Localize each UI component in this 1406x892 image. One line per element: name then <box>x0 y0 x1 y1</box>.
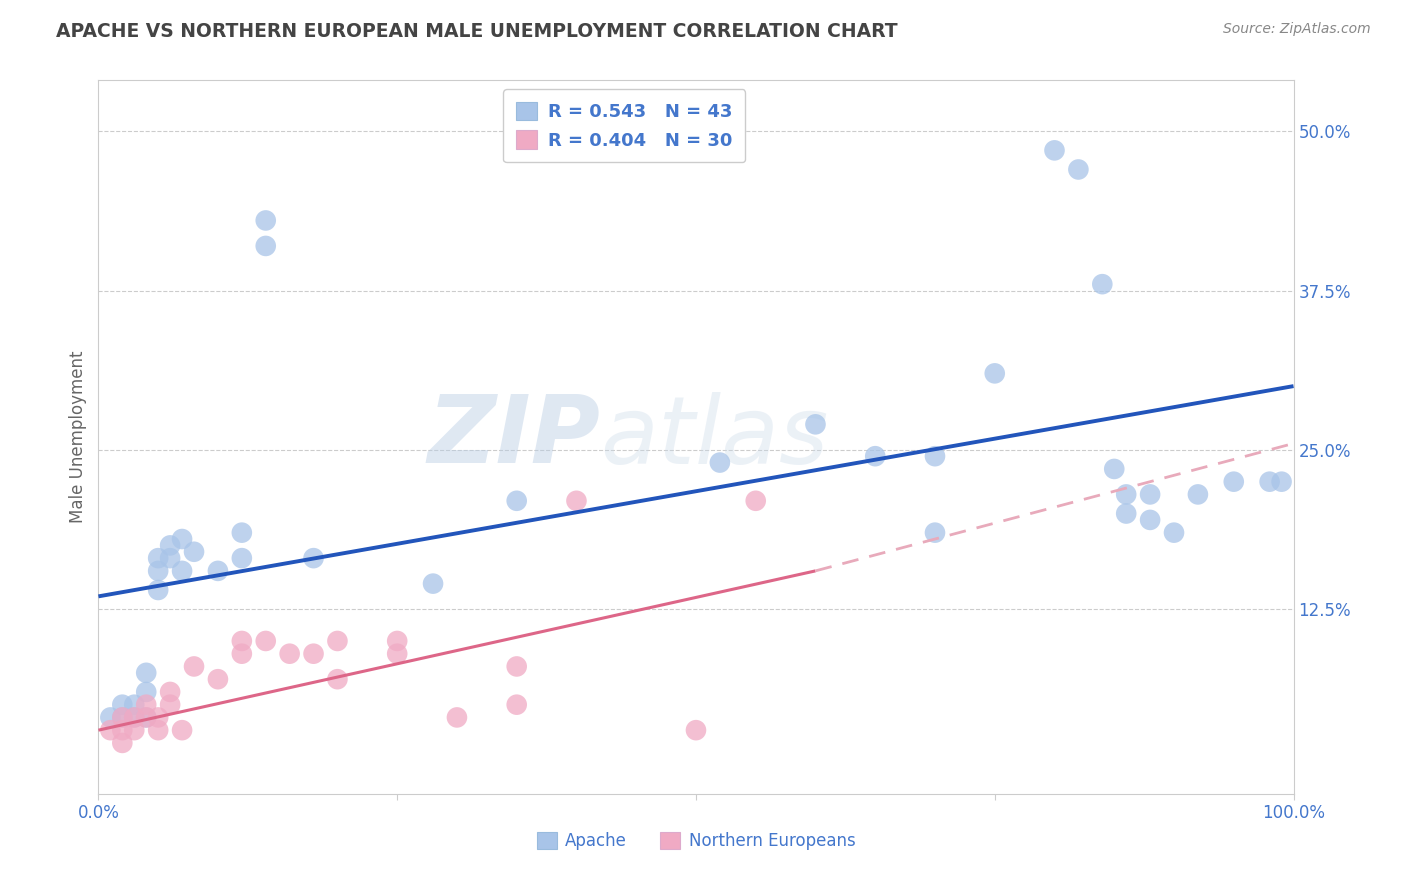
Point <box>254 634 277 648</box>
Point <box>1115 507 1137 521</box>
Legend: Apache, Northern Europeans: Apache, Northern Europeans <box>530 825 862 857</box>
Point <box>207 564 229 578</box>
Point <box>183 659 205 673</box>
Point <box>685 723 707 738</box>
Point <box>231 647 253 661</box>
Point <box>159 551 181 566</box>
Point <box>148 723 170 738</box>
Point <box>1043 144 1066 158</box>
Point <box>135 710 157 724</box>
Point <box>1139 513 1161 527</box>
Point <box>865 449 887 463</box>
Text: atlas: atlas <box>600 392 828 483</box>
Point <box>278 647 301 661</box>
Point <box>111 710 134 724</box>
Point <box>804 417 827 432</box>
Point <box>385 634 409 648</box>
Point <box>326 634 349 648</box>
Point <box>1223 475 1246 489</box>
Point <box>231 551 253 566</box>
Text: ZIP: ZIP <box>427 391 600 483</box>
Point <box>745 493 768 508</box>
Point <box>124 723 146 738</box>
Point <box>506 659 529 673</box>
Point <box>302 647 325 661</box>
Point <box>172 723 194 738</box>
Point <box>148 551 170 566</box>
Point <box>111 710 134 724</box>
Point <box>111 723 134 738</box>
Point <box>172 564 194 578</box>
Point <box>159 685 181 699</box>
Y-axis label: Male Unemployment: Male Unemployment <box>69 351 87 524</box>
Point <box>446 710 468 724</box>
Text: APACHE VS NORTHERN EUROPEAN MALE UNEMPLOYMENT CORRELATION CHART: APACHE VS NORTHERN EUROPEAN MALE UNEMPLO… <box>56 22 898 41</box>
Point <box>111 736 134 750</box>
Point <box>1258 475 1281 489</box>
Point <box>207 672 229 686</box>
Point <box>1104 462 1126 476</box>
Point <box>709 456 731 470</box>
Point <box>159 698 181 712</box>
Point <box>506 698 529 712</box>
Point <box>98 723 122 738</box>
Point <box>565 493 588 508</box>
Point <box>124 710 146 724</box>
Point <box>159 538 181 552</box>
Point <box>124 698 146 712</box>
Point <box>1271 475 1294 489</box>
Point <box>135 710 157 724</box>
Point <box>135 698 157 712</box>
Point <box>124 710 146 724</box>
Point <box>172 532 194 546</box>
Point <box>148 582 170 597</box>
Point <box>1115 487 1137 501</box>
Point <box>98 710 122 724</box>
Point <box>1091 277 1114 292</box>
Point <box>1067 162 1090 177</box>
Text: Source: ZipAtlas.com: Source: ZipAtlas.com <box>1223 22 1371 37</box>
Point <box>1163 525 1185 540</box>
Point <box>135 685 157 699</box>
Point <box>1187 487 1209 501</box>
Point <box>326 672 349 686</box>
Point <box>924 525 946 540</box>
Point <box>254 239 277 253</box>
Point <box>148 710 170 724</box>
Point <box>231 634 253 648</box>
Point <box>254 213 277 227</box>
Point <box>302 551 325 566</box>
Point <box>231 525 253 540</box>
Point <box>111 698 134 712</box>
Point <box>506 493 529 508</box>
Point <box>1139 487 1161 501</box>
Point <box>135 665 157 680</box>
Point <box>984 367 1007 381</box>
Point <box>924 449 946 463</box>
Point <box>385 647 409 661</box>
Point <box>422 576 444 591</box>
Point <box>148 564 170 578</box>
Point <box>183 545 205 559</box>
